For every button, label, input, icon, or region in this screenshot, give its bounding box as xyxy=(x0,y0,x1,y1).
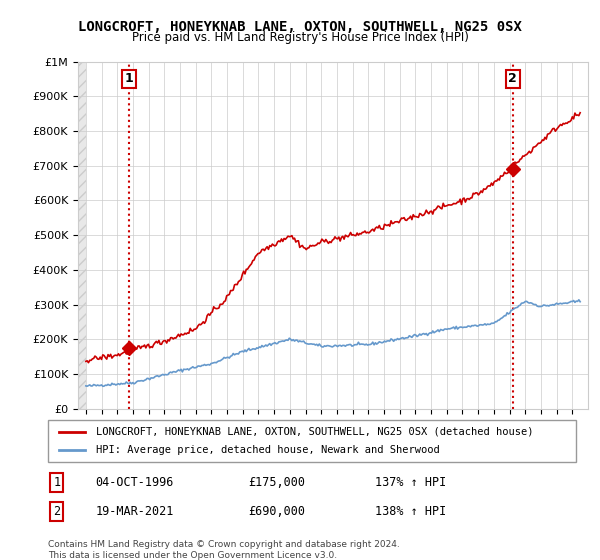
Text: 2: 2 xyxy=(508,72,517,85)
Bar xyxy=(78,62,86,409)
Text: LONGCROFT, HONEYKNAB LANE, OXTON, SOUTHWELL, NG25 0SX: LONGCROFT, HONEYKNAB LANE, OXTON, SOUTHW… xyxy=(78,20,522,34)
Text: 1: 1 xyxy=(53,476,61,489)
Text: 2: 2 xyxy=(53,505,61,518)
Text: 1: 1 xyxy=(125,72,134,85)
Text: Price paid vs. HM Land Registry's House Price Index (HPI): Price paid vs. HM Land Registry's House … xyxy=(131,31,469,44)
Text: 137% ↑ HPI: 137% ↑ HPI xyxy=(376,476,446,489)
Text: LONGCROFT, HONEYKNAB LANE, OXTON, SOUTHWELL, NG25 0SX (detached house): LONGCROFT, HONEYKNAB LANE, OXTON, SOUTHW… xyxy=(95,427,533,437)
Text: £175,000: £175,000 xyxy=(248,476,305,489)
Text: 04-OCT-1996: 04-OCT-1996 xyxy=(95,476,174,489)
FancyBboxPatch shape xyxy=(48,420,576,462)
Text: HPI: Average price, detached house, Newark and Sherwood: HPI: Average price, detached house, Newa… xyxy=(95,445,439,455)
Text: £690,000: £690,000 xyxy=(248,505,305,518)
Text: Contains HM Land Registry data © Crown copyright and database right 2024.
This d: Contains HM Land Registry data © Crown c… xyxy=(48,540,400,560)
Text: 19-MAR-2021: 19-MAR-2021 xyxy=(95,505,174,518)
Text: 138% ↑ HPI: 138% ↑ HPI xyxy=(376,505,446,518)
